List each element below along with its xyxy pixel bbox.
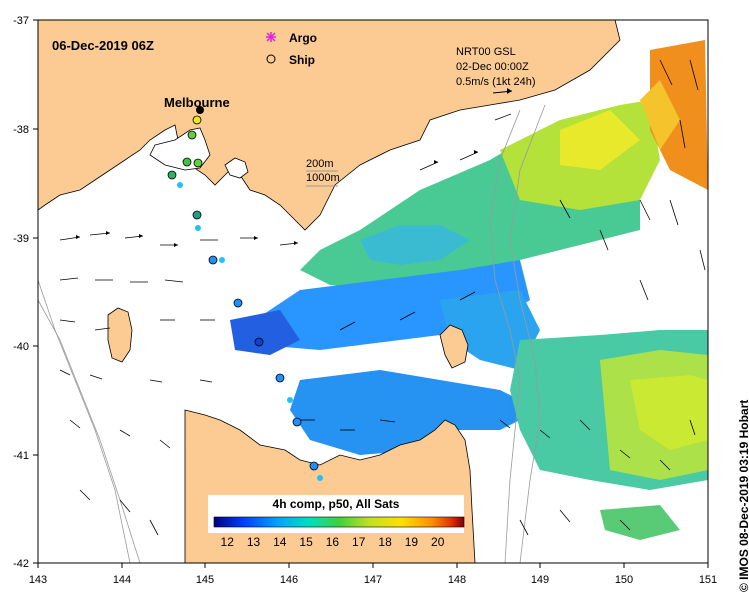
y-tick-label: -40 xyxy=(13,341,29,353)
colorbar: 4h comp, p50, All Sats 12 13 14 15 16 17 18 19 2… xyxy=(208,495,465,549)
legend-label-ship: Ship xyxy=(289,53,315,67)
colorbar-tick-label: 13 xyxy=(247,535,261,549)
x-tick-label: 146 xyxy=(280,574,298,586)
melbourne-marker xyxy=(196,106,204,114)
x-tick-label: 144 xyxy=(113,574,131,586)
ship-markers xyxy=(167,115,319,471)
current-arrowheads xyxy=(76,150,478,247)
legend-label-argo: Argo xyxy=(289,31,317,45)
x-tick-label: 150 xyxy=(615,574,633,586)
isobath-label-1000m: 1000m xyxy=(306,172,340,184)
colorbar-ticks: 12 13 14 15 16 17 18 19 20 xyxy=(221,535,445,549)
current-vectors xyxy=(59,59,706,536)
colorbar-tick-label: 16 xyxy=(326,535,340,549)
x-tick-label: 143 xyxy=(29,574,47,586)
colorbar-tick-label: 19 xyxy=(405,535,419,549)
x-tick-label: 151 xyxy=(699,574,717,586)
x-tick-label: 145 xyxy=(196,574,214,586)
x-axis-ticks xyxy=(37,563,709,568)
x-tick-label: 147 xyxy=(364,574,382,586)
sst-field xyxy=(230,40,708,540)
city-label-melbourne: Melbourne xyxy=(164,95,230,110)
vector-product-label: NRT00 GSL xyxy=(456,46,516,58)
colorbar-tick-label: 20 xyxy=(431,535,445,549)
x-axis-labels: 143 144 145 146 147 148 149 150 151 xyxy=(29,574,717,586)
colorbar-tick-label: 14 xyxy=(273,535,287,549)
date-label: 06-Dec-2019 06Z xyxy=(52,38,154,53)
isobath-lines xyxy=(38,104,546,563)
vector-legend: NRT00 GSL 02-Dec 00:00Z 0.5m/s (1kt 24h) xyxy=(456,46,535,94)
vector-date-label: 02-Dec 00:00Z xyxy=(456,61,529,73)
credit-text: © IMOS 08-Dec-2019 03:19 Hobart xyxy=(737,399,749,592)
isobath-legend: 200m 1000m xyxy=(306,158,340,187)
ship-circle-icon xyxy=(266,54,276,64)
scale-arrowhead-icon xyxy=(507,88,512,94)
x-tick-label: 149 xyxy=(531,574,549,586)
y-axis-labels: -37 -38 -39 -40 -41 -42 xyxy=(13,15,29,570)
colorbar-tick-label: 17 xyxy=(352,535,366,549)
y-tick-label: -41 xyxy=(13,450,29,462)
vector-scale-label: 0.5m/s (1kt 24h) xyxy=(456,76,535,88)
colorbar-tick-label: 15 xyxy=(299,535,313,549)
colorbar-tick-label: 18 xyxy=(378,535,392,549)
y-tick-label: -38 xyxy=(13,124,29,136)
colorbar-gradient xyxy=(213,516,465,528)
y-axis-ticks xyxy=(33,19,38,564)
argo-markers xyxy=(177,182,323,481)
colorbar-title: 4h comp, p50, All Sats xyxy=(273,497,400,511)
y-tick-label: -39 xyxy=(13,233,29,245)
y-tick-label: -42 xyxy=(13,558,29,570)
x-tick-label: 148 xyxy=(448,574,466,586)
y-tick-label: -37 xyxy=(13,15,29,27)
colorbar-tick-label: 12 xyxy=(221,535,235,549)
isobath-label-200m: 200m xyxy=(306,158,334,170)
marker-legend: Argo Ship xyxy=(266,31,317,67)
argo-star-icon xyxy=(266,32,276,42)
